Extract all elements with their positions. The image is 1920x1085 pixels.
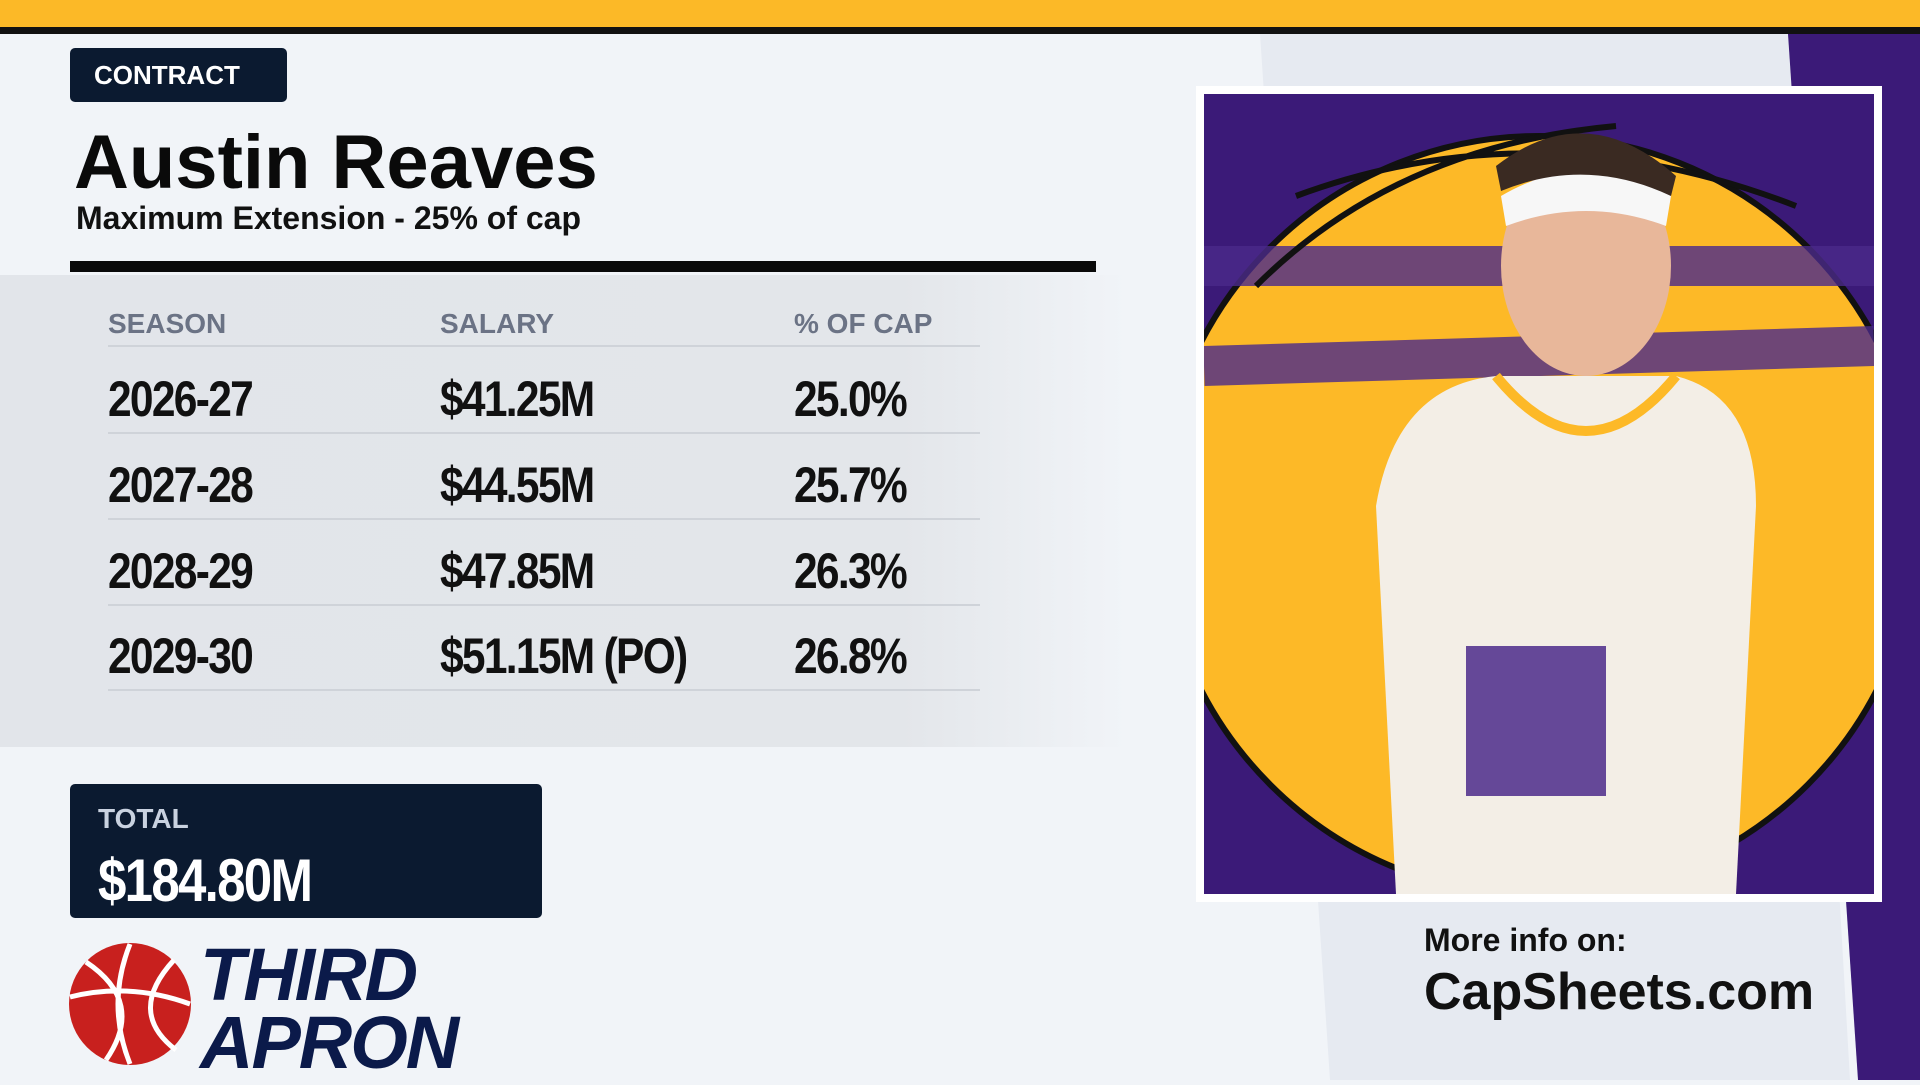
column-header: % OF CAP [794, 308, 933, 339]
table-cell: $41.25M [440, 371, 595, 427]
row-line [108, 432, 980, 434]
table-cell: 26.3% [794, 543, 908, 599]
footer-label: More info on: [1424, 922, 1627, 958]
footer-site: CapSheets.com [1424, 963, 1815, 1021]
column-header: SEASON [108, 308, 227, 339]
total-label: TOTAL [98, 803, 189, 834]
table-cell: $47.85M [440, 543, 595, 599]
table-cell: 2027-28 [108, 457, 254, 513]
table-cell: $44.55M [440, 457, 595, 513]
row-line [108, 604, 980, 606]
row-line [108, 689, 980, 691]
player-name: Austin Reaves [74, 120, 598, 205]
top-bar [0, 0, 1920, 27]
table-cell: 25.0% [794, 371, 908, 427]
table-panel [0, 275, 1127, 747]
logo-text: APRON [200, 1001, 459, 1084]
player-photo [1196, 86, 1882, 902]
column-header: SALARY [440, 308, 555, 339]
table-cell: 25.7% [794, 457, 908, 513]
top-line [0, 27, 1920, 34]
logo-text: THIRD [200, 933, 418, 1016]
table-cell: 2026-27 [108, 371, 254, 427]
total-value: $184.80M [98, 847, 313, 914]
subtitle: Maximum Extension - 25% of cap [76, 200, 582, 236]
row-line [108, 345, 980, 347]
logo-ball [69, 943, 191, 1065]
table-cell: 2028-29 [108, 543, 254, 599]
table-cell: 2029-30 [108, 628, 254, 684]
divider [70, 261, 1096, 272]
row-line [108, 518, 980, 520]
table-cell: $51.15M (PO) [440, 628, 688, 684]
badge: CONTRACT [70, 48, 287, 102]
total-box [70, 784, 542, 918]
table-cell: 26.8% [794, 628, 908, 684]
